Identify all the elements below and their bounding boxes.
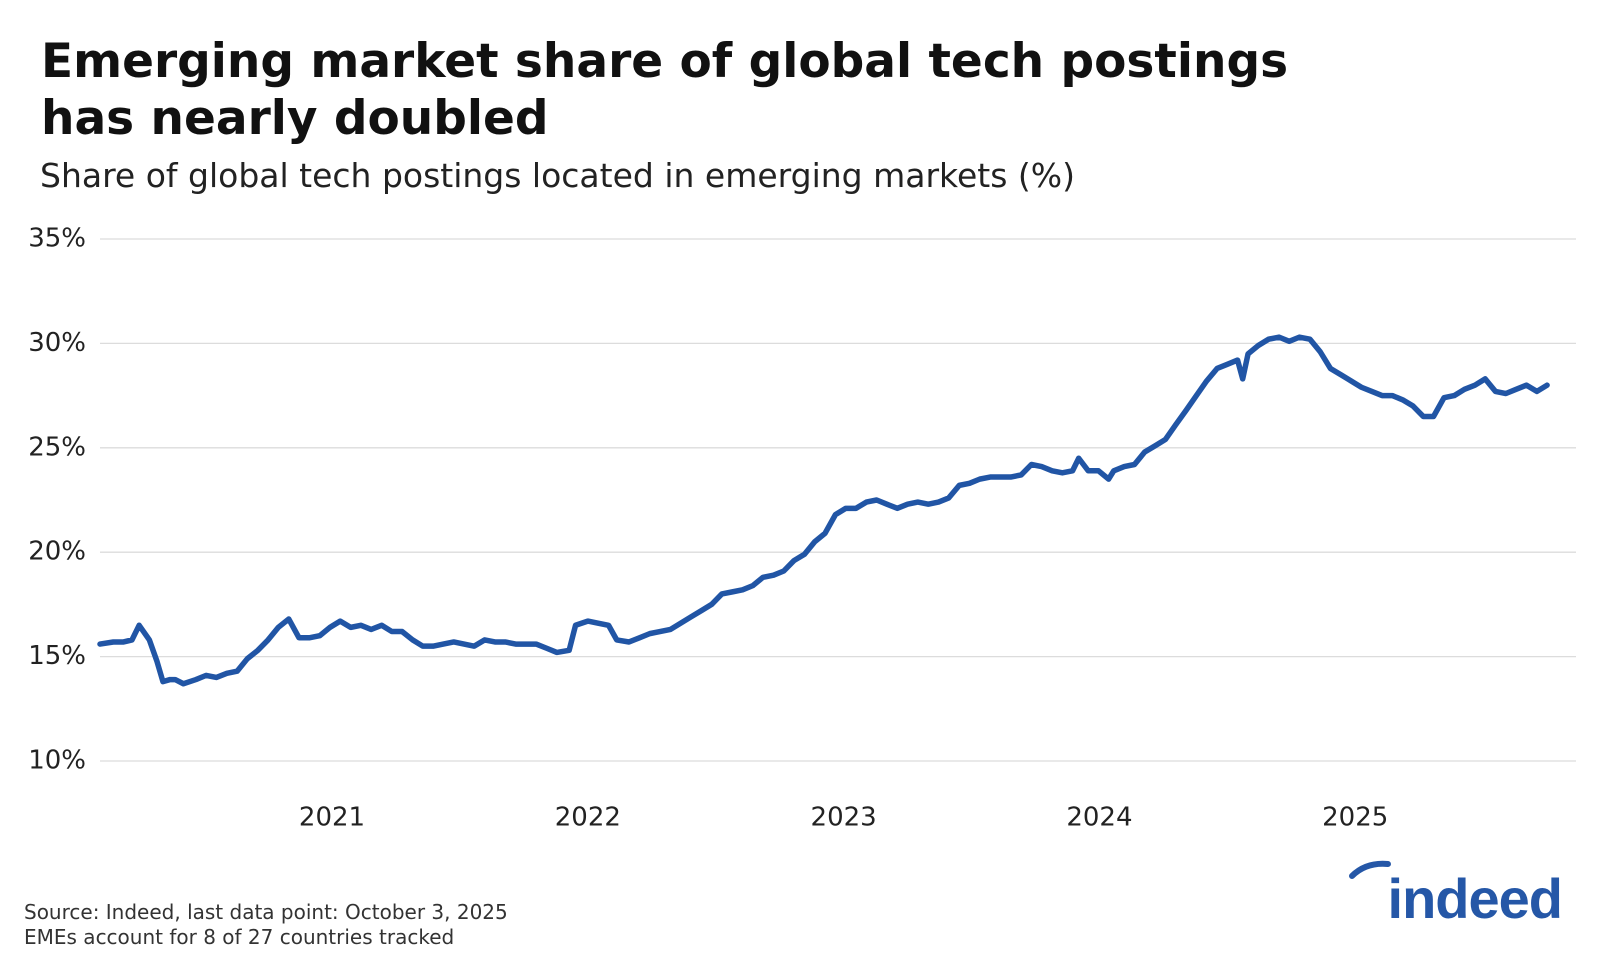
y-tick-label: 15% bbox=[28, 641, 86, 671]
x-tick-label: 2024 bbox=[1066, 803, 1132, 833]
chart-title: Emerging market share of global tech pos… bbox=[41, 34, 1288, 89]
chart-title: has nearly doubled bbox=[41, 91, 549, 146]
y-tick-label: 30% bbox=[28, 328, 86, 358]
y-tick-label: 10% bbox=[28, 746, 86, 776]
x-tick-label: 2025 bbox=[1322, 803, 1388, 833]
chart-subtitle: Share of global tech postings located in… bbox=[40, 156, 1075, 195]
y-tick-label: 35% bbox=[28, 224, 86, 254]
footnote: EMEs account for 8 of 27 countries track… bbox=[24, 925, 454, 949]
logo-arc bbox=[1349, 860, 1391, 879]
x-tick-label: 2023 bbox=[811, 803, 877, 833]
y-tick-label: 25% bbox=[28, 432, 86, 462]
x-tick-label: 2022 bbox=[555, 803, 621, 833]
y-tick-label: 20% bbox=[28, 537, 86, 567]
x-tick-label: 2021 bbox=[299, 803, 365, 833]
source-note: Source: Indeed, last data point: October… bbox=[24, 900, 508, 924]
data-line bbox=[97, 334, 1550, 687]
logo: indeed bbox=[1388, 867, 1562, 930]
